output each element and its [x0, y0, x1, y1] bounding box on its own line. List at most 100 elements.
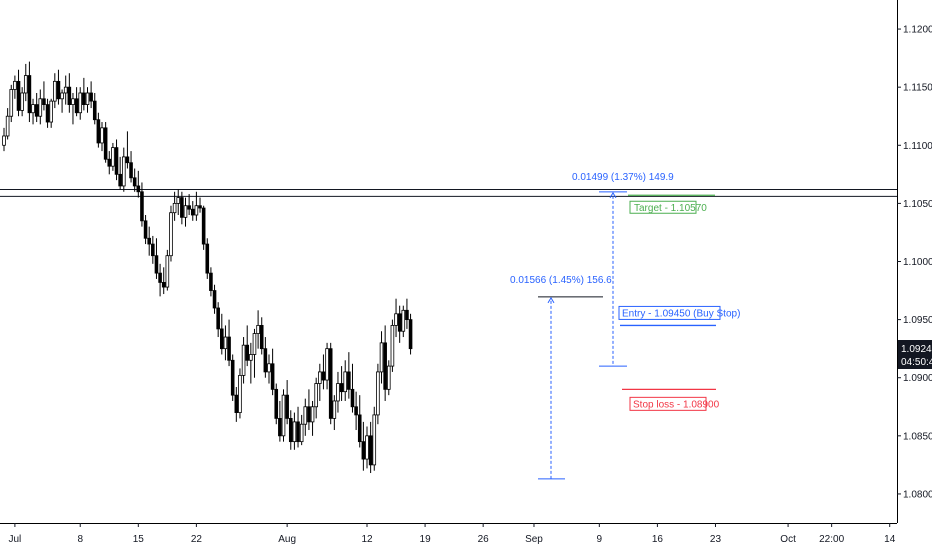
- candle: [296, 406, 300, 448]
- candle-body-up: [194, 205, 199, 216]
- candle-body-down: [405, 309, 409, 321]
- y-tick-label: 1.09000: [903, 373, 932, 384]
- x-tick-label: Oct: [780, 534, 796, 545]
- candle: [299, 414, 304, 446]
- candle: [143, 215, 148, 245]
- candle: [158, 263, 162, 297]
- candle: [270, 348, 275, 396]
- candle: [125, 131, 130, 169]
- candle: [140, 182, 144, 227]
- annotations-layer: Target - 1.10570 Entry - 1.09450 (Buy Sto…: [510, 172, 740, 480]
- levels-layer: [0, 188, 897, 197]
- candle: [365, 426, 369, 469]
- candle-body-up: [238, 374, 242, 413]
- candle-body-up: [20, 92, 24, 111]
- candle-body-up: [343, 371, 348, 393]
- candle-body-down: [198, 205, 202, 209]
- candle: [172, 191, 177, 221]
- candle: [82, 77, 86, 111]
- candle: [354, 391, 358, 431]
- candle: [376, 363, 380, 425]
- candle-body-down: [245, 344, 250, 361]
- candle-body-up: [303, 406, 308, 425]
- candle: [190, 201, 195, 221]
- candle: [161, 267, 166, 295]
- candle: [259, 317, 264, 355]
- candle: [114, 139, 119, 181]
- candle: [256, 310, 260, 349]
- candle-body-up: [252, 333, 257, 355]
- candle: [288, 410, 293, 450]
- candle-body-up: [100, 127, 104, 144]
- candle-body-down: [259, 325, 264, 350]
- candle: [390, 319, 395, 372]
- candle: [154, 238, 159, 279]
- candle: [42, 81, 46, 111]
- candle: [89, 81, 93, 109]
- candle-body-up: [332, 400, 337, 419]
- candle-body-up: [386, 365, 391, 390]
- candle-body-down: [383, 342, 387, 390]
- candle-body-down: [45, 104, 50, 123]
- candle-body-up: [60, 92, 64, 100]
- candle-body-up: [223, 336, 228, 350]
- candle: [339, 366, 344, 401]
- candle: [321, 354, 326, 390]
- candle-body-down: [140, 191, 144, 222]
- candle: [379, 331, 384, 384]
- countdown-label: 04:50:47: [901, 357, 932, 368]
- current-price-tag: 1.09249 04:50:47: [898, 340, 932, 369]
- candle-body-down: [74, 98, 79, 114]
- candle: [405, 298, 409, 329]
- candle-body-up: [63, 86, 68, 94]
- candle: [183, 197, 188, 227]
- candle: [383, 325, 387, 401]
- candle: [165, 249, 170, 291]
- candle: [180, 191, 184, 225]
- candles-layer: [2, 61, 413, 474]
- candle: [252, 328, 257, 378]
- candle-body-down: [274, 388, 279, 419]
- candle: [201, 205, 206, 250]
- x-tick-label: 14: [884, 534, 896, 545]
- candle: [198, 197, 202, 213]
- candle: [307, 389, 311, 431]
- candle: [121, 147, 126, 192]
- stop-loss-label: Stop loss - 1.08900: [633, 399, 720, 410]
- candle: [31, 98, 35, 125]
- y-tick-label: 1.11000: [903, 141, 932, 152]
- candle: [332, 395, 337, 431]
- y-tick-label: 1.08000: [903, 489, 932, 500]
- candle: [347, 352, 351, 399]
- candle-body-down: [56, 80, 61, 100]
- x-tick-label: Jul: [8, 534, 21, 545]
- candle-body-down: [147, 237, 152, 245]
- candle-body-down: [361, 441, 366, 460]
- candle-body-up: [169, 212, 173, 257]
- candle-body-up: [53, 80, 57, 102]
- candle: [325, 342, 329, 390]
- candle: [397, 305, 402, 343]
- candle: [85, 87, 90, 113]
- candle-body-down: [143, 220, 148, 239]
- candle-body-down: [321, 371, 326, 381]
- candle: [27, 61, 32, 123]
- candle: [328, 342, 333, 425]
- candle-body-up: [23, 75, 28, 94]
- candle-body-down: [278, 417, 282, 437]
- x-tick-label: 19: [420, 534, 432, 545]
- x-tick-label: 9: [597, 534, 603, 545]
- candle-body-up: [172, 202, 177, 214]
- target-label-box: [629, 200, 697, 214]
- candle: [336, 371, 340, 413]
- candle-body-up: [376, 371, 380, 416]
- candle: [372, 406, 377, 471]
- candle: [151, 235, 155, 264]
- candle-body-down: [219, 328, 224, 350]
- candle-body-down: [354, 406, 358, 416]
- candle: [96, 112, 101, 148]
- candle-body-up: [394, 313, 398, 326]
- candle-body-down: [89, 92, 93, 102]
- candle-body-up: [176, 197, 181, 204]
